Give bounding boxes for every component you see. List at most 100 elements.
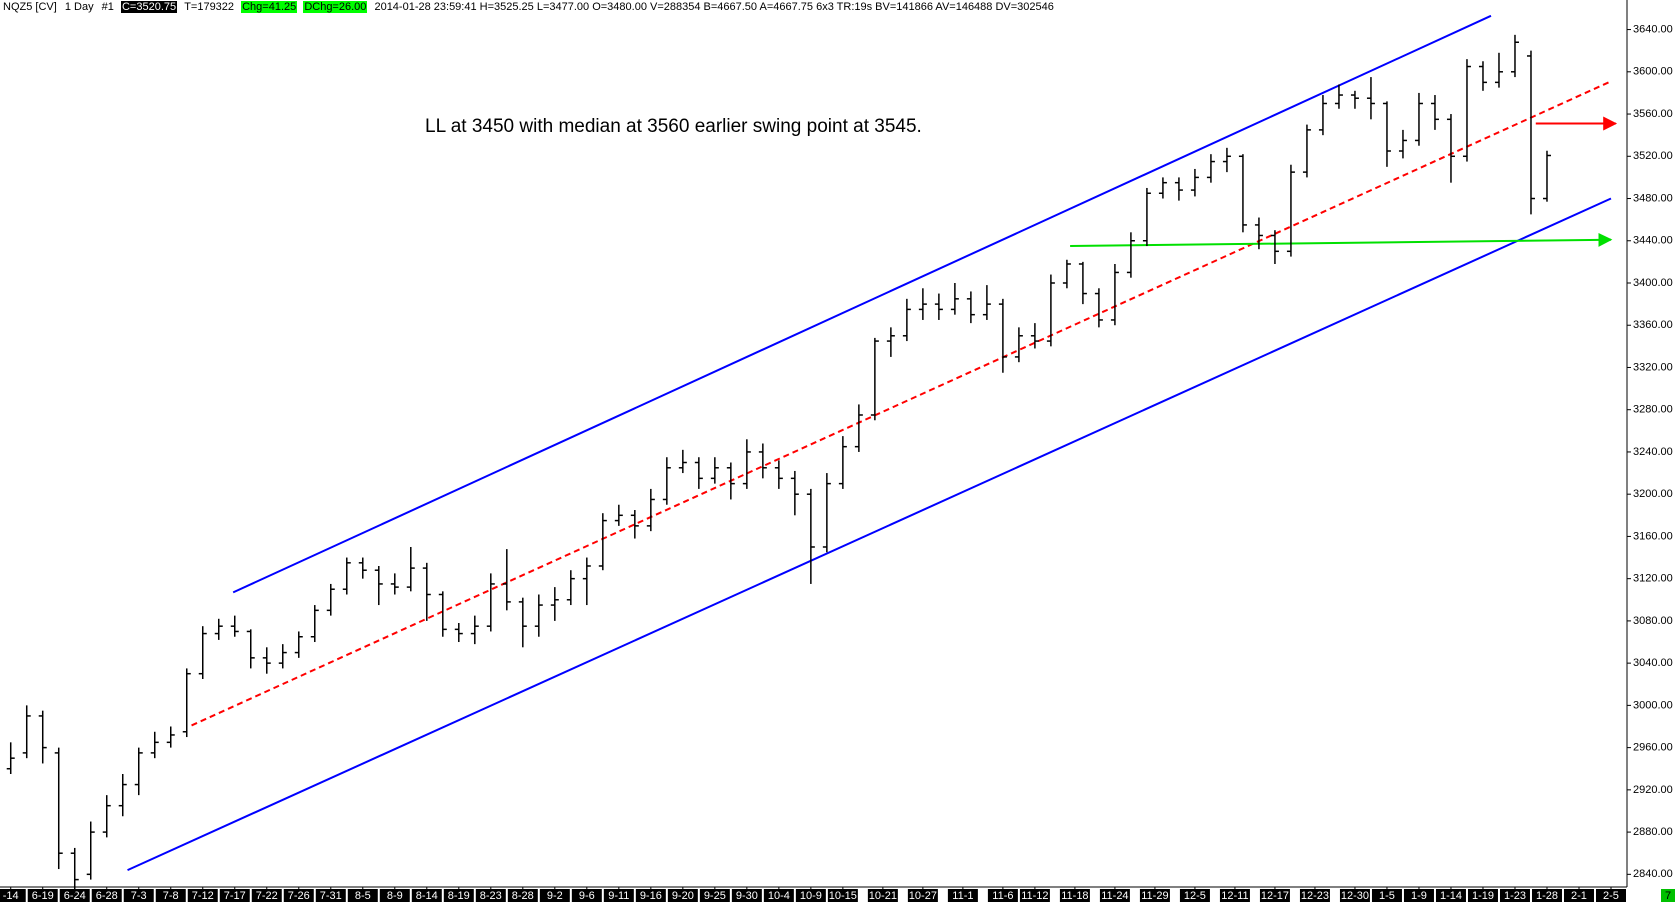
x-tick-label-bg (1595, 889, 1626, 902)
x-tick-label: 11-6 (992, 890, 1013, 902)
chart-id: #1 (101, 1, 114, 13)
y-tick-label: 3080.00 (1633, 615, 1673, 627)
x-tick-label-bg (987, 889, 1018, 902)
x-tick-label-bg (539, 889, 570, 902)
x-tick-label: 7-26 (288, 890, 310, 902)
x-tick-label-bg (443, 889, 474, 902)
x-tick-label-bg (699, 889, 730, 902)
x-tick-label: 6-19 (32, 890, 54, 902)
corner-label: 7 (1665, 890, 1671, 902)
x-tick-label-bg (347, 889, 378, 902)
x-tick-label-bg (1099, 889, 1130, 902)
x-tick-label-bg (1499, 889, 1530, 902)
x-tick-label: 1-28 (1536, 890, 1558, 902)
y-tick-label: 3280.00 (1633, 404, 1673, 416)
y-tick-label: 3240.00 (1633, 446, 1673, 458)
x-tick-label: 8-23 (480, 890, 502, 902)
symbol: NQZ5 [CV] (3, 1, 57, 13)
y-tick-label: 3000.00 (1633, 699, 1673, 711)
x-tick-label: 1-14 (1440, 890, 1462, 902)
x-tick-label-bg (1339, 889, 1370, 902)
trend-line (232, 14, 1492, 594)
y-tick-label: 3360.00 (1633, 319, 1673, 331)
x-tick-label: 1-19 (1472, 890, 1494, 902)
x-tick-label-bg (635, 889, 666, 902)
y-tick-label: 3040.00 (1633, 657, 1673, 669)
x-tick-label: 9-30 (736, 890, 758, 902)
x-tick-label: 8-14 (416, 890, 438, 902)
x-tick-label: 9-20 (672, 890, 694, 902)
interval: 1 Day (64, 1, 94, 13)
x-tick-label-bg (123, 889, 154, 902)
x-tick-label-bg (187, 889, 218, 902)
y-tick-label: 2960.00 (1633, 742, 1673, 754)
y-tick-label: 2880.00 (1633, 826, 1673, 838)
x-tick-label: 7-22 (256, 890, 278, 902)
x-tick-label-bg (867, 889, 898, 902)
x-tick-label: -14 (3, 890, 19, 902)
x-tick-label-bg (907, 889, 938, 902)
x-tick-label: 9-2 (547, 890, 563, 902)
x-tick-label-bg (603, 889, 634, 902)
x-tick-label-bg (379, 889, 410, 902)
y-tick-label: 2840.00 (1633, 868, 1673, 880)
y-tick-label: 3480.00 (1633, 192, 1673, 204)
x-tick-label-bg (507, 889, 538, 902)
y-tick-label: 3120.00 (1633, 573, 1673, 585)
close-field: C=3520.75 (120, 1, 178, 13)
x-tick-label-bg (731, 889, 762, 902)
x-tick-label: 12-11 (1221, 890, 1248, 902)
x-tick-label-bg (1467, 889, 1498, 902)
x-tick-label: 1-5 (1379, 890, 1395, 902)
trend-line (191, 80, 1612, 727)
x-tick-label: 1-23 (1504, 890, 1526, 902)
x-tick-label: 2-1 (1571, 890, 1587, 902)
x-tick-label: 6-28 (96, 890, 118, 902)
x-tick-label: 7-8 (163, 890, 179, 902)
x-tick-label: 11-18 (1061, 890, 1088, 902)
x-tick-label-bg (27, 889, 58, 902)
x-tick-label-bg (1403, 889, 1434, 902)
x-tick-label: 12-5 (1184, 890, 1206, 902)
trend-line (1070, 232, 1613, 248)
x-tick-label: 8-28 (512, 890, 534, 902)
x-tick-label-bg (251, 889, 282, 902)
x-tick-label-bg (91, 889, 122, 902)
x-tick-label-bg (1019, 889, 1050, 902)
chart-header: NQZ5 [CV] 1 Day #1 C=3520.75 T=179322 Ch… (2, 1, 1058, 13)
x-tick-label-bg (1435, 889, 1466, 902)
ticks-field: T=179322 (184, 1, 235, 13)
x-tick-label: 10-9 (800, 890, 822, 902)
x-tick-label-bg (1259, 889, 1290, 902)
x-tick-label-bg (1299, 889, 1330, 902)
dchange-field: DChg=26.00 (303, 1, 368, 13)
x-tick-label-bg (1531, 889, 1562, 902)
x-tick-label-bg (1371, 889, 1402, 902)
y-tick-label: 2920.00 (1633, 784, 1673, 796)
trend-line (127, 197, 1612, 872)
x-tick-label: 9-16 (640, 890, 662, 902)
x-tick-label: 11-24 (1101, 890, 1128, 902)
x-tick-label: 9-25 (704, 890, 726, 902)
annotation: LL at 3450 with median at 3560 earlier s… (425, 116, 922, 137)
x-tick-label-bg (571, 889, 602, 902)
x-tick-label-bg (59, 889, 90, 902)
x-tick-label: 10-15 (829, 890, 857, 902)
x-tick-label-bg (411, 889, 442, 902)
x-tick-label: 10-4 (768, 890, 790, 902)
x-tick-label: 9-11 (608, 890, 629, 902)
x-tick-label-bg (1059, 889, 1090, 902)
x-tick-label-bg (315, 889, 346, 902)
x-tick-label: 12-23 (1301, 890, 1329, 902)
x-tick-label-bg (1139, 889, 1170, 902)
x-tick-label-bg (283, 889, 314, 902)
y-tick-label: 3200.00 (1633, 488, 1673, 500)
x-tick-label: 9-6 (579, 890, 595, 902)
x-tick-label: 7-3 (131, 890, 147, 902)
x-tick-label-bg (1563, 889, 1594, 902)
y-tick-label: 3600.00 (1633, 66, 1673, 78)
x-tick-label: 11-12 (1021, 890, 1048, 902)
x-tick-label-bg (0, 889, 26, 902)
